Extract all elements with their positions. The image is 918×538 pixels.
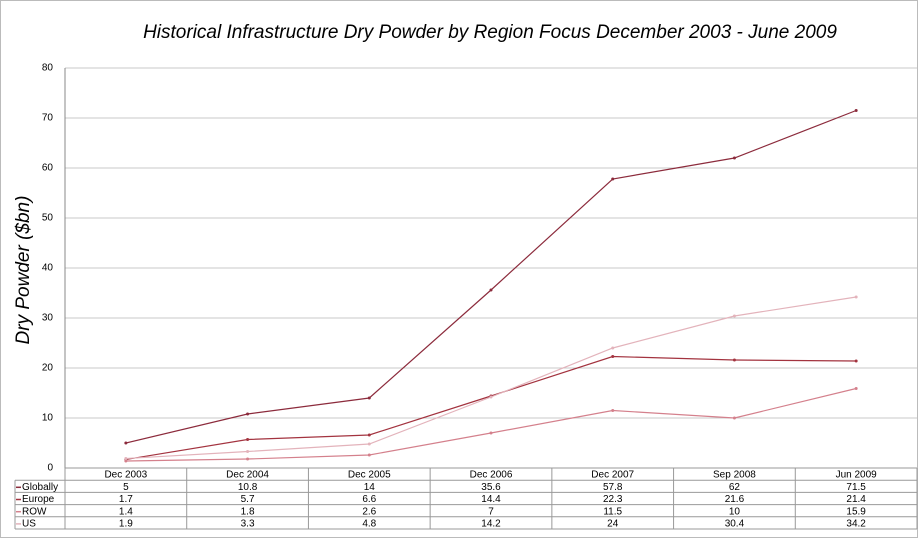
- table-value: 1.7: [119, 494, 133, 505]
- point: [732, 314, 736, 318]
- point: [124, 457, 128, 460]
- table-value: 5.7: [241, 494, 255, 505]
- y-tick-label: 50: [42, 213, 54, 224]
- table-value: 24: [607, 519, 619, 530]
- point: [246, 438, 250, 441]
- point: [854, 359, 858, 363]
- table-value: 71.5: [846, 482, 866, 493]
- y-axis-label: Dry Powder ($bn): [13, 196, 34, 345]
- table-value: 4.8: [362, 519, 376, 530]
- x-tick-label: Dec 2003: [104, 470, 147, 481]
- point: [246, 450, 250, 453]
- y-tick-label: 0: [47, 463, 53, 474]
- point: [246, 457, 250, 461]
- x-tick-label: Dec 2006: [470, 470, 513, 481]
- legend-label: ROW: [22, 506, 47, 517]
- point: [124, 441, 128, 445]
- point: [367, 453, 371, 457]
- point: [124, 459, 128, 463]
- table-value: 21.6: [725, 494, 745, 505]
- y-tick-label: 10: [42, 413, 54, 424]
- legend-label: Europe: [22, 494, 55, 505]
- point: [732, 156, 736, 160]
- y-tick-label: 30: [42, 313, 54, 324]
- table-value: 14: [364, 482, 376, 493]
- point: [611, 346, 615, 350]
- table-value: 30.4: [725, 519, 745, 530]
- y-tick-label: 80: [42, 63, 54, 74]
- table-value: 14.4: [481, 494, 501, 505]
- x-tick-label: Dec 2004: [226, 470, 269, 481]
- point: [367, 433, 371, 437]
- point: [611, 177, 615, 181]
- x-tick-label: Dec 2007: [591, 470, 634, 481]
- table-value: 5: [123, 482, 129, 493]
- table-value: 57.8: [603, 482, 623, 493]
- legend-label: Globally: [22, 482, 58, 493]
- y-tick-label: 20: [42, 363, 54, 374]
- x-tick-label: Dec 2005: [348, 470, 391, 481]
- point: [489, 395, 493, 399]
- x-tick-label: Sep 2008: [713, 470, 756, 481]
- table-value: 10: [729, 506, 741, 517]
- point: [489, 288, 493, 292]
- point: [854, 295, 858, 299]
- table-value: 11.5: [603, 506, 622, 517]
- table-value: 1.9: [119, 519, 133, 530]
- y-tick-label: 70: [42, 113, 54, 124]
- point: [246, 412, 250, 416]
- table-value: 21.4: [846, 494, 866, 505]
- table-value: 62: [729, 482, 741, 493]
- table-value: 2.6: [362, 506, 376, 517]
- table-value: 15.9: [846, 506, 866, 517]
- table-value: 10.8: [238, 482, 258, 493]
- table-value: 1.4: [119, 506, 133, 517]
- x-tick-label: Jun 2009: [836, 470, 878, 481]
- point: [854, 109, 858, 112]
- point: [611, 409, 615, 412]
- table-value: 6.6: [362, 494, 376, 505]
- table-value: 35.6: [481, 482, 501, 493]
- table-value: 22.3: [603, 494, 623, 505]
- point: [854, 387, 858, 390]
- table-value: 34.2: [846, 519, 866, 530]
- legend-label: US: [22, 519, 36, 530]
- y-tick-label: 40: [42, 263, 54, 274]
- point: [732, 358, 736, 362]
- chart-title: Historical Infrastructure Dry Powder by …: [143, 22, 837, 43]
- y-tick-label: 60: [42, 163, 54, 174]
- point: [611, 355, 615, 358]
- point: [732, 416, 736, 420]
- table-value: 14.2: [481, 519, 501, 530]
- point: [367, 442, 371, 446]
- point: [489, 431, 493, 435]
- point: [367, 396, 371, 400]
- table-value: 7: [488, 506, 494, 517]
- table-value: 3.3: [241, 519, 255, 530]
- table-value: 1.8: [241, 506, 255, 517]
